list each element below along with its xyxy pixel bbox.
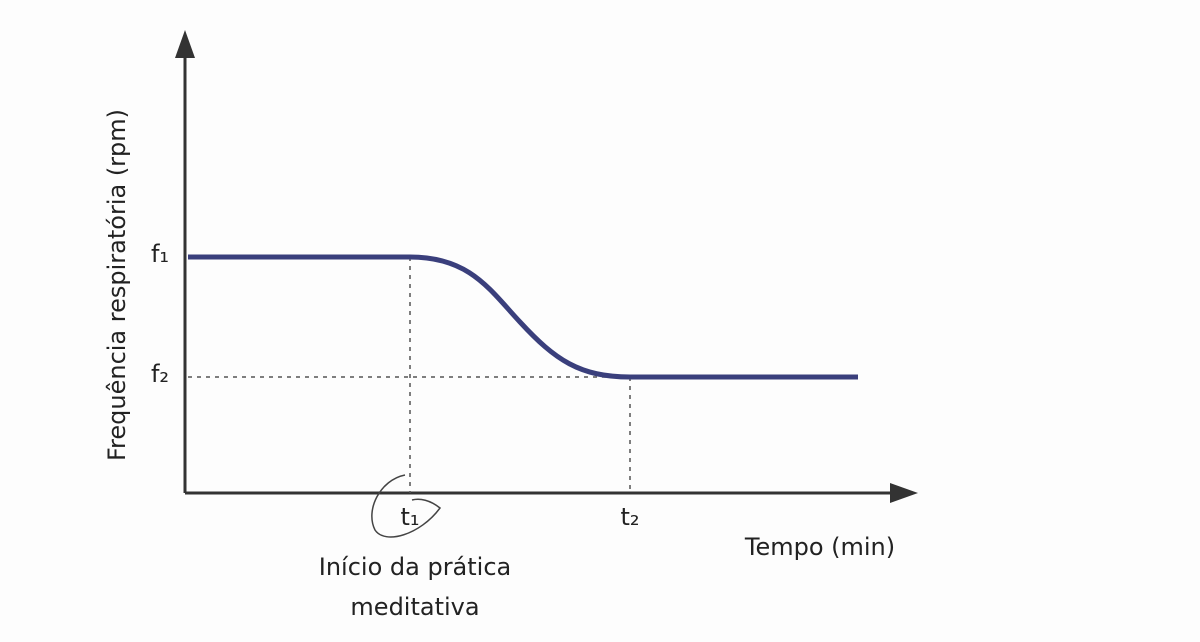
annotation: meditativa: [350, 593, 479, 621]
annotation: Início da prática: [319, 553, 512, 581]
curve: [188, 254, 858, 380]
handwritten-mark: [371, 474, 442, 538]
level-label: f₂: [151, 360, 169, 388]
time-label: t₁: [400, 503, 419, 531]
level-label: f₁: [151, 240, 169, 268]
x-axis-arrow: [890, 483, 918, 503]
time-label: t₂: [620, 503, 639, 531]
y-axis-label: Frequência respiratória (rpm): [103, 109, 131, 461]
x-axis-label: Tempo (min): [744, 533, 895, 561]
y-axis-arrow: [175, 30, 195, 58]
